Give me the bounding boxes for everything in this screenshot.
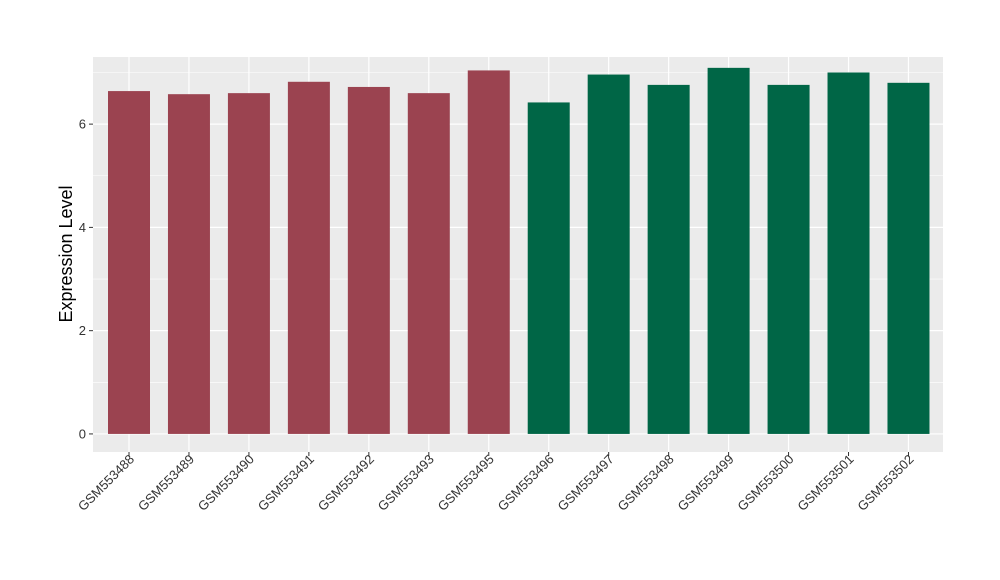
bar-GSM553489 <box>167 94 210 434</box>
bar-GSM553499 <box>707 67 750 434</box>
x-tick-label: GSM553502 <box>854 452 916 514</box>
bar-GSM553498 <box>647 84 690 434</box>
x-tick-label: GSM553490 <box>195 452 257 514</box>
bar-GSM553492 <box>347 86 390 434</box>
bar-GSM553496 <box>527 102 570 434</box>
x-tick-label: GSM553488 <box>75 452 137 514</box>
x-tick-label: GSM553496 <box>495 452 557 514</box>
x-tick-label: GSM553495 <box>435 452 497 514</box>
x-tick-label: GSM553497 <box>555 452 617 514</box>
y-tick-label: 4 <box>79 220 86 235</box>
x-tick-label: GSM553500 <box>734 452 796 514</box>
y-axis: 0 2 4 6 <box>79 117 93 441</box>
bar-GSM553488 <box>108 91 150 434</box>
x-tick-label: GSM553498 <box>615 452 677 514</box>
bar-GSM553493 <box>407 93 450 434</box>
bar-GSM553495 <box>467 70 510 434</box>
x-tick-label: GSM553492 <box>315 452 377 514</box>
bars <box>108 67 930 434</box>
bar-GSM553491 <box>287 81 330 434</box>
bar-GSM553500 <box>767 84 810 434</box>
bar-GSM553501 <box>827 72 870 434</box>
x-tick-label: GSM553501 <box>794 452 856 514</box>
y-axis-title: Expression Level <box>56 185 76 322</box>
bar-GSM553497 <box>587 74 630 434</box>
bar-GSM553502 <box>887 82 930 434</box>
x-tick-label: GSM553493 <box>375 452 437 514</box>
y-tick-label: 6 <box>79 117 86 132</box>
x-axis: GSM553488GSM553489GSM553490GSM553491GSM5… <box>75 452 917 514</box>
plot-panel <box>93 57 943 452</box>
x-tick-label: GSM553489 <box>135 452 197 514</box>
y-tick-label: 0 <box>79 426 86 441</box>
x-tick-label: GSM553491 <box>255 452 317 514</box>
x-tick-label: GSM553499 <box>674 452 736 514</box>
bar-GSM553490 <box>227 93 270 434</box>
y-tick-label: 2 <box>79 323 86 338</box>
